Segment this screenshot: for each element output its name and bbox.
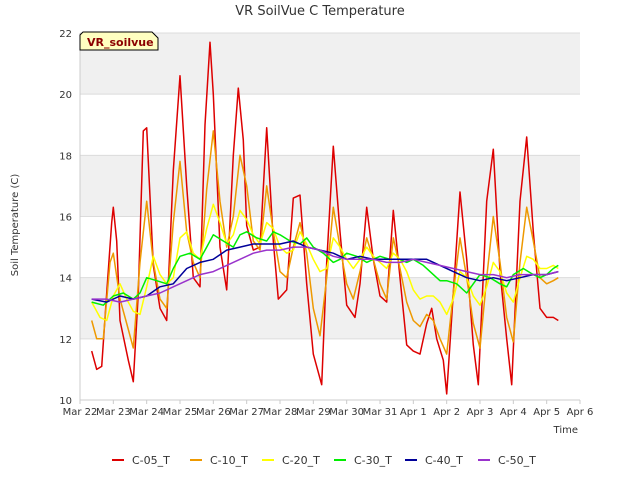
x-axis-label: Time (553, 425, 578, 436)
x-tick-label: Apr 1 (400, 407, 427, 418)
legend-label: C-10_T (210, 454, 248, 467)
series-line-c-10-t (90, 130, 559, 355)
x-tick-label: Apr 2 (433, 407, 460, 418)
series-line-c-05-t (90, 41, 559, 395)
x-tick-label: Mar 24 (129, 407, 164, 418)
legend-label: C-05_T (132, 454, 170, 467)
y-tick-label: 18 (59, 151, 72, 162)
plot-band (80, 33, 580, 95)
series-line-c-40-t (91, 240, 559, 303)
legend: C-05_T C-10_T C-20_T C-30_T C-40_T C-50_T (112, 454, 536, 467)
x-tick-label: Mar 25 (163, 407, 198, 418)
badge-label: VR_soilvue (87, 36, 154, 49)
x-tick-label: Mar 28 (263, 407, 298, 418)
station-badge: VR_soilvue (79, 31, 159, 51)
y-tick-labels: 10 12 14 16 18 20 22 (59, 29, 72, 407)
x-tick-label: Apr 4 (500, 407, 527, 418)
chart-title: VR SoilVue C Temperature (235, 4, 404, 19)
x-tick-label: Mar 26 (196, 407, 231, 418)
x-tick-label: Mar 30 (329, 407, 364, 418)
y-tick-label: 10 (59, 396, 72, 407)
y-tick-label: 12 (59, 335, 72, 346)
x-tick-label: Apr 5 (533, 407, 560, 418)
series-line-c-50-t (91, 246, 559, 303)
y-tick-label: 22 (59, 29, 72, 40)
x-tick-label: Mar 31 (363, 407, 398, 418)
x-tick-label: Apr 3 (467, 407, 494, 418)
x-tick-label: Mar 23 (96, 407, 131, 418)
x-tick-label: Mar 29 (296, 407, 331, 418)
legend-item-c-30-t: C-30_T (334, 454, 392, 467)
series-line-c-20-t (91, 203, 559, 322)
x-tick-label: Mar 22 (63, 407, 98, 418)
series-line-c-30-t (91, 231, 559, 306)
legend-label: C-30_T (354, 454, 392, 467)
legend-item-c-40-t: C-40_T (405, 454, 463, 467)
badge-box (79, 31, 159, 51)
x-tick-label: Apr 6 (567, 407, 594, 418)
plot-band (80, 277, 580, 339)
y-tick-label: 14 (59, 274, 72, 285)
axes (79, 33, 580, 401)
legend-item-c-10-t: C-10_T (190, 454, 248, 467)
legend-item-c-20-t: C-20_T (262, 454, 320, 467)
legend-label: C-50_T (498, 454, 536, 467)
legend-label: C-40_T (425, 454, 463, 467)
y-tick-label: 16 (59, 213, 72, 224)
y-axis-label: Soil Temperature (C) (10, 174, 21, 277)
legend-item-c-05-t: C-05_T (112, 454, 170, 467)
legend-item-c-50-t: C-50_T (478, 454, 536, 467)
legend-label: C-20_T (282, 454, 320, 467)
y-tick-label: 20 (59, 90, 72, 101)
series-lines (90, 41, 559, 395)
x-tick-label: Mar 27 (229, 407, 264, 418)
